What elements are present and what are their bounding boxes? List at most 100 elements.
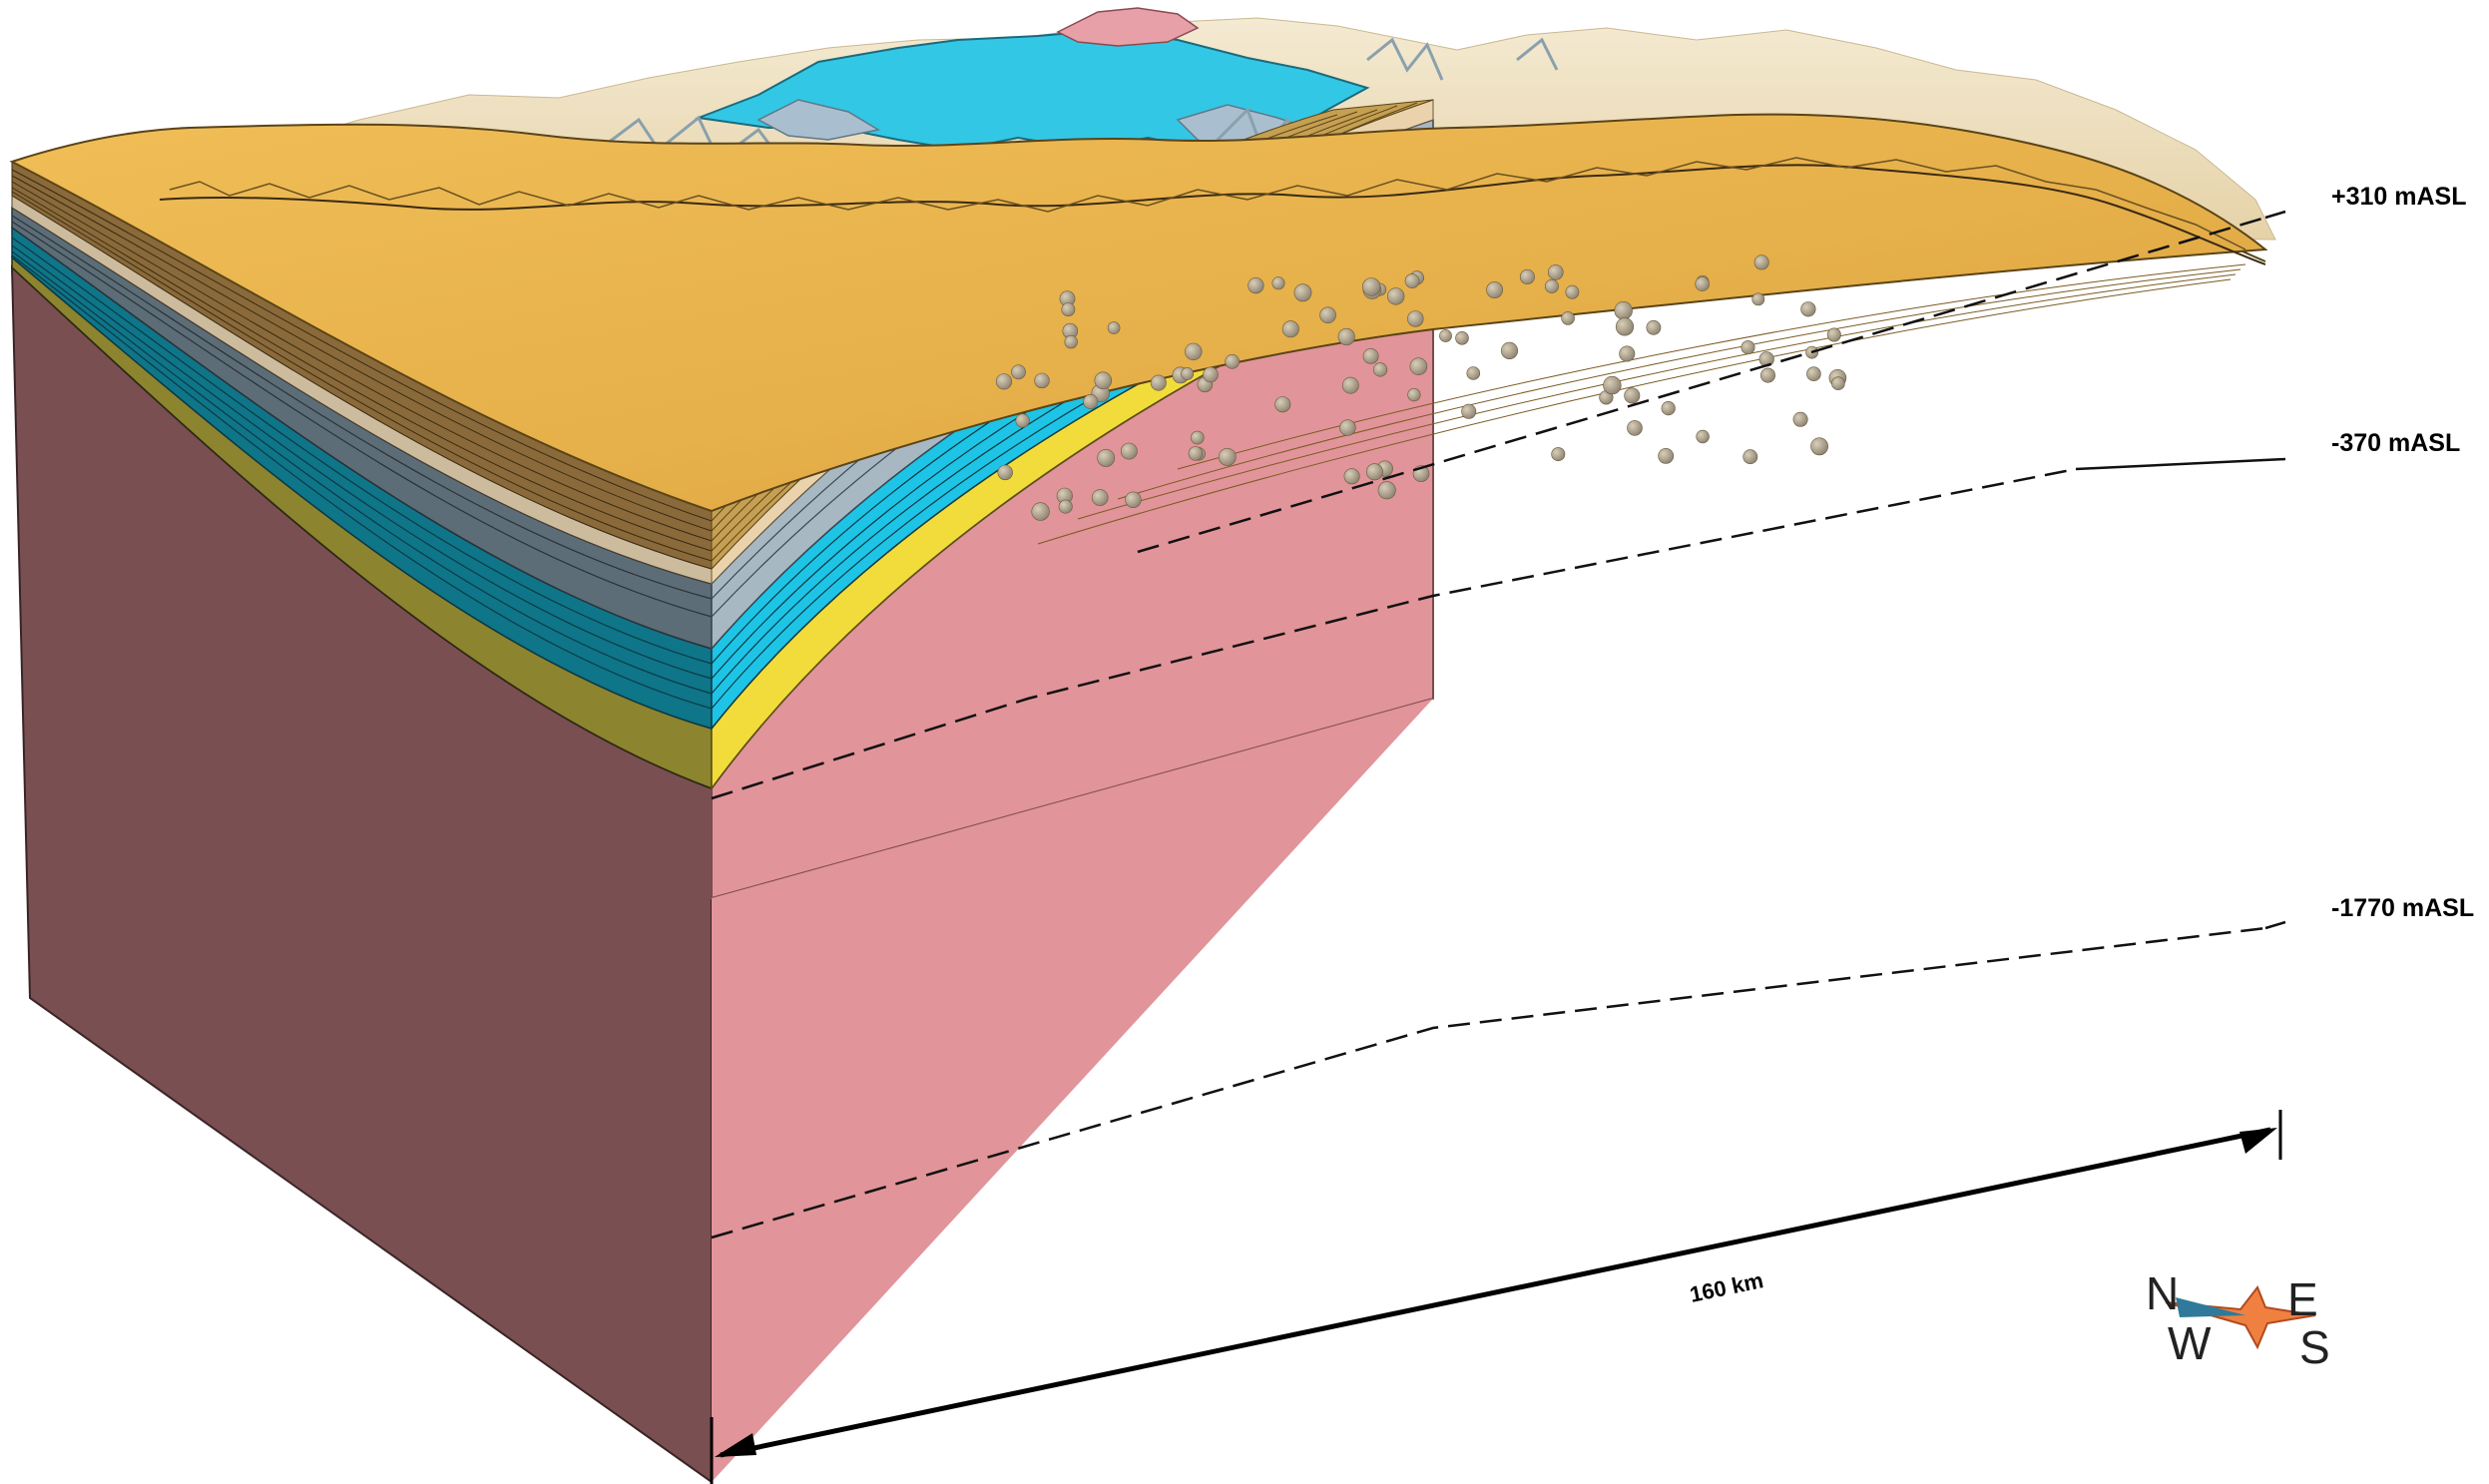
surface-mound <box>1486 281 1504 298</box>
surface-mound <box>1361 277 1381 296</box>
surface-mound <box>1120 442 1138 460</box>
surface-mound <box>1500 341 1519 360</box>
surface-mound <box>1826 327 1841 342</box>
compass-e: E <box>2287 1273 2318 1325</box>
surface-mound <box>1548 264 1564 280</box>
leader-line-1770 <box>2264 920 2286 930</box>
surface-mound <box>1341 376 1359 394</box>
scale-bar-arrow-right <box>2240 1128 2277 1154</box>
surface-mound <box>1519 268 1535 284</box>
surface-mound <box>1800 301 1816 317</box>
surface-mound <box>1064 334 1078 349</box>
compass-s: S <box>2299 1321 2330 1373</box>
front-face <box>10 161 713 1484</box>
scale-bar-arrow-left <box>715 1433 756 1457</box>
scale-bar-label: 160 km <box>1688 1267 1765 1307</box>
surface-mound <box>1218 447 1237 466</box>
surface-mound <box>1031 502 1050 521</box>
surface-mound <box>1203 366 1219 383</box>
surface-mound <box>1225 353 1240 369</box>
side-basement-lower <box>712 699 1433 1482</box>
surface-mound <box>1377 481 1396 500</box>
dashed-line-1770 <box>711 926 2266 1239</box>
surface-mound <box>1565 284 1580 299</box>
surface-mound <box>1544 278 1559 293</box>
top-surface-plane <box>9 113 2268 513</box>
surface-mound <box>1439 329 1452 342</box>
updip-subcrop-lines <box>1037 263 2246 545</box>
top-surface <box>9 113 2268 545</box>
surface-mound <box>1097 448 1116 467</box>
compass: N W E S <box>2146 1267 2330 1373</box>
surface-mound <box>1455 330 1469 345</box>
compass-w: W <box>2168 1317 2212 1369</box>
surface-mound <box>1407 310 1424 327</box>
surface-mound <box>1319 306 1336 324</box>
top-surface-rim <box>159 164 2266 265</box>
leader-line-310 <box>2264 210 2286 220</box>
surface-mound <box>1409 357 1428 376</box>
dashed-line-310 <box>1137 216 2266 554</box>
front-brown-bedding <box>11 169 713 562</box>
surface-mound <box>1603 375 1622 395</box>
surface-mound <box>1614 301 1633 320</box>
surface-mound <box>1831 376 1845 391</box>
label-370-masl: -370 mASL <box>2331 429 2460 457</box>
elevation-reference-lines <box>711 210 2286 1239</box>
surface-mounds <box>995 254 1847 521</box>
surface-mound <box>1125 491 1142 508</box>
surface-mound <box>1742 449 1758 465</box>
surface-mound <box>1561 311 1575 325</box>
surface-mound <box>1343 468 1360 485</box>
surface-mound <box>1753 254 1769 270</box>
top-surface-fringe <box>169 157 2246 250</box>
surface-mound <box>1083 393 1099 409</box>
surface-mound <box>1339 419 1356 436</box>
front-teal-bedding <box>11 237 713 710</box>
surface-mound <box>1150 374 1167 391</box>
surface-mound <box>1247 277 1264 294</box>
surface-mound <box>1696 429 1710 444</box>
surface-mound <box>1293 283 1312 302</box>
surface-mound <box>1091 489 1109 506</box>
surface-mound <box>1185 342 1203 361</box>
dashed-line-370 <box>711 467 2077 800</box>
surface-mound <box>1181 367 1195 380</box>
surface-mound <box>1404 273 1420 288</box>
compass-star-icon <box>2165 1285 2316 1350</box>
surface-mound <box>1741 340 1755 355</box>
elevation-labels: +310 mASL -370 mASL -1770 mASL <box>2331 183 2474 922</box>
surface-mound <box>1646 319 1662 335</box>
surface-mound <box>1034 372 1050 389</box>
surface-mound <box>1615 317 1635 336</box>
surface-mound <box>1061 302 1076 316</box>
surface-mound <box>1107 321 1121 334</box>
label-310-masl: +310 mASL <box>2331 183 2467 211</box>
surface-mound <box>1806 366 1821 382</box>
surface-mound <box>1760 367 1776 383</box>
outcrop-pink <box>1056 7 1200 47</box>
surface-mound <box>1658 447 1675 464</box>
surface-mound <box>1466 366 1481 380</box>
compass-n: N <box>2146 1267 2179 1319</box>
compass-needle-icon <box>2176 1297 2245 1317</box>
surface-mound <box>1751 292 1765 306</box>
surface-mound <box>995 373 1013 390</box>
surface-mound <box>997 464 1013 481</box>
surface-mound <box>1372 362 1388 377</box>
surface-mound <box>1191 430 1205 445</box>
surface-mound <box>1461 403 1477 419</box>
surface-mound <box>1551 447 1566 462</box>
surface-mound <box>1627 420 1643 436</box>
surface-mound <box>1094 371 1113 390</box>
surface-mound <box>1661 401 1676 416</box>
surface-mound <box>1337 327 1355 346</box>
surface-mound <box>1810 437 1829 456</box>
surface-mound <box>1188 446 1204 461</box>
label-1770-masl: -1770 mASL <box>2331 894 2474 922</box>
front-grey-bedding <box>11 215 713 618</box>
surface-mound <box>1619 345 1636 362</box>
surface-mound <box>1011 364 1026 380</box>
surface-mound <box>1281 320 1299 338</box>
